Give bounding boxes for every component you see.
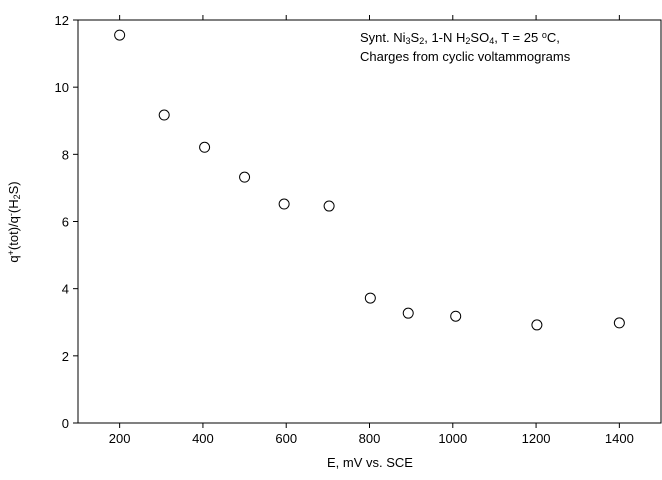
text-run: 2 — [12, 194, 22, 199]
text-run: q — [6, 255, 21, 262]
plot-frame — [77, 19, 662, 424]
text-run: 3 — [406, 36, 411, 46]
y-tick-label: 2 — [62, 349, 69, 364]
y-tick-label: 6 — [62, 215, 69, 230]
text-run: C, — [547, 30, 560, 45]
x-tick-label: 200 — [109, 431, 131, 446]
x-tick-label: 400 — [192, 431, 214, 446]
x-axis-label: E, mV vs. SCE — [327, 455, 413, 470]
y-axis-label: q+(tot)/q-(H2S) — [6, 181, 22, 262]
text-run: (H — [6, 199, 21, 213]
point — [114, 29, 126, 41]
point — [239, 171, 251, 183]
y-tick-label: 12 — [55, 13, 69, 28]
text-run: 4 — [489, 36, 494, 46]
point — [613, 317, 625, 329]
point — [531, 319, 543, 331]
text-run: o — [542, 30, 547, 40]
x-tick-label: 600 — [275, 431, 297, 446]
x-tick-label: 1000 — [438, 431, 467, 446]
text-run: 2 — [419, 36, 424, 46]
point — [402, 307, 414, 319]
text-run: Synt. Ni — [360, 30, 406, 45]
text-run: SO — [470, 30, 489, 45]
y-tick-label: 4 — [62, 282, 69, 297]
text-run: - — [6, 213, 16, 216]
point — [323, 200, 335, 212]
text-run: , 1-N H — [424, 30, 465, 45]
text-run: + — [6, 250, 16, 255]
text-run: S — [411, 30, 420, 45]
x-tick-label: 800 — [359, 431, 381, 446]
text-run: , T = 25 — [494, 30, 542, 45]
point — [199, 141, 211, 153]
point — [278, 198, 290, 210]
text-run: Charges from cyclic voltammograms — [360, 49, 571, 64]
text-run: (tot)/q — [6, 216, 21, 250]
y-tick-label: 8 — [62, 147, 69, 162]
text-run: 2 — [465, 36, 470, 46]
y-tick-label: 0 — [62, 416, 69, 431]
point — [158, 109, 170, 121]
y-tick-label: 10 — [55, 80, 69, 95]
annotation: Synt. Ni3S2, 1-N H2SO4, T = 25 oC, — [360, 30, 560, 46]
x-tick-label: 1400 — [605, 431, 634, 446]
text-run: S) — [6, 181, 21, 194]
point — [364, 292, 376, 304]
x-tick-label: 1200 — [522, 431, 551, 446]
point — [450, 310, 462, 322]
annotation: Charges from cyclic voltammograms — [360, 49, 571, 64]
